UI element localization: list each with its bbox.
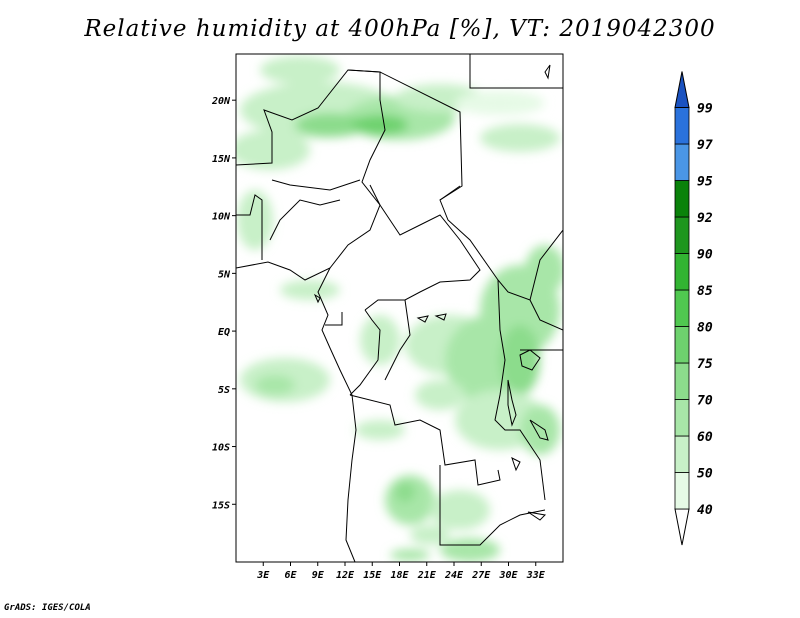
border	[349, 394, 501, 486]
colorbar-label: 60	[697, 430, 713, 445]
border	[236, 194, 263, 260]
coastline	[236, 69, 563, 301]
colorbar-label: 99	[697, 102, 713, 117]
colorbar-segment	[674, 326, 690, 364]
coastline	[317, 267, 357, 562]
colorbar-label: 97	[697, 138, 713, 153]
humidity-patch	[410, 525, 450, 545]
lon-tick-label: 12E	[336, 570, 355, 581]
colorbar-label: 40	[697, 503, 713, 518]
lake	[507, 379, 517, 427]
border	[271, 179, 361, 191]
lake	[511, 457, 521, 472]
lon-tick-label: 3E	[256, 570, 270, 581]
grads-credit: GrADS: IGES/COLA	[4, 603, 91, 613]
lat-tick-label: 5N	[218, 269, 231, 280]
colorbar-segment	[674, 362, 690, 400]
border	[349, 309, 381, 396]
lat-tick-label: 20N	[211, 96, 231, 107]
colorbar-label: 50	[697, 467, 713, 482]
colorbar-label: 95	[697, 175, 713, 190]
humidity-patch	[237, 190, 273, 250]
humidity-patch	[480, 124, 560, 152]
colorbar-label: 90	[697, 248, 713, 263]
lon-tick-label: 27E	[471, 570, 491, 581]
humidity-patch	[455, 91, 545, 115]
lake	[416, 315, 429, 323]
lake	[434, 313, 447, 321]
longitude-ticks: 3E 6E 9E 12E 15E 18E 21E 24E 27E 30E 33E	[256, 562, 546, 581]
humidity-patch	[236, 130, 310, 170]
humidity-field	[236, 56, 563, 562]
colorbar-label: 70	[697, 394, 713, 409]
border	[439, 465, 546, 546]
border	[347, 69, 386, 206]
lon-tick-label: 9E	[312, 570, 325, 581]
humidity-patch	[352, 115, 408, 135]
colorbar-segment	[674, 71, 690, 108]
colorbar-segment	[674, 253, 690, 291]
colorbar-label: 92	[697, 211, 713, 226]
lake	[313, 293, 321, 304]
colorbar: 40 50 60 70 75 80 85 90 92 95 97 99	[674, 71, 713, 546]
lon-tick-label: 30E	[498, 570, 518, 581]
lon-tick-label: 33E	[526, 570, 546, 581]
lat-tick-label: 15N	[212, 154, 231, 165]
lon-tick-label: 6E	[284, 570, 297, 581]
border	[364, 204, 481, 311]
lon-tick-label: 24E	[444, 570, 464, 581]
lat-tick-label: 10S	[212, 443, 230, 454]
lat-tick-label: 5S	[218, 385, 230, 396]
border	[469, 54, 563, 89]
colorbar-segment	[674, 472, 690, 510]
colorbar-label: 75	[697, 357, 713, 372]
lake	[544, 64, 551, 80]
lat-tick-label: 10N	[212, 212, 231, 223]
humidity-patch	[500, 325, 540, 395]
border	[384, 299, 411, 381]
humidity-patch	[415, 380, 465, 410]
humidity-patch	[360, 315, 400, 365]
humidity-patch	[395, 482, 415, 502]
lake	[529, 419, 549, 441]
humidity-patch	[520, 405, 560, 455]
border	[269, 199, 341, 241]
colorbar-segment	[674, 180, 690, 218]
humidity-patch	[280, 280, 340, 300]
humidity-patch	[525, 245, 563, 295]
humidity-patch	[295, 113, 365, 137]
humidity-patch	[430, 490, 490, 530]
colorbar-segment	[674, 399, 690, 437]
map-title: Relative humidity at 400hPa [%], VT: 201…	[84, 16, 716, 42]
lake	[527, 511, 547, 521]
lon-tick-label: 18E	[390, 570, 409, 581]
lake	[519, 349, 541, 371]
lat-tick-label: 15S	[212, 500, 230, 511]
border	[439, 185, 461, 201]
colorbar-segment	[674, 216, 690, 254]
humidity-patch	[260, 56, 340, 84]
latitude-ticks: 20N 15N 10N 5N EQ 5S 10S 15S	[211, 96, 236, 511]
colorbar-segment	[674, 289, 690, 327]
country-boundaries	[236, 54, 563, 562]
humidity-patch	[355, 420, 405, 440]
humidity-patch	[255, 375, 295, 395]
lon-tick-label: 15E	[363, 570, 382, 581]
humidity-patch	[390, 549, 430, 561]
lat-tick-label: EQ	[218, 327, 230, 338]
colorbar-label: 85	[697, 284, 713, 299]
colorbar-segment	[674, 143, 690, 181]
border	[529, 299, 563, 331]
colorbar-label: 80	[697, 321, 713, 336]
lon-tick-label: 21E	[417, 570, 437, 581]
colorbar-segment	[674, 508, 690, 546]
humidity-patch	[440, 538, 500, 562]
border	[494, 279, 546, 501]
colorbar-segment	[674, 107, 690, 145]
colorbar-segment	[674, 435, 690, 473]
border	[325, 312, 343, 326]
